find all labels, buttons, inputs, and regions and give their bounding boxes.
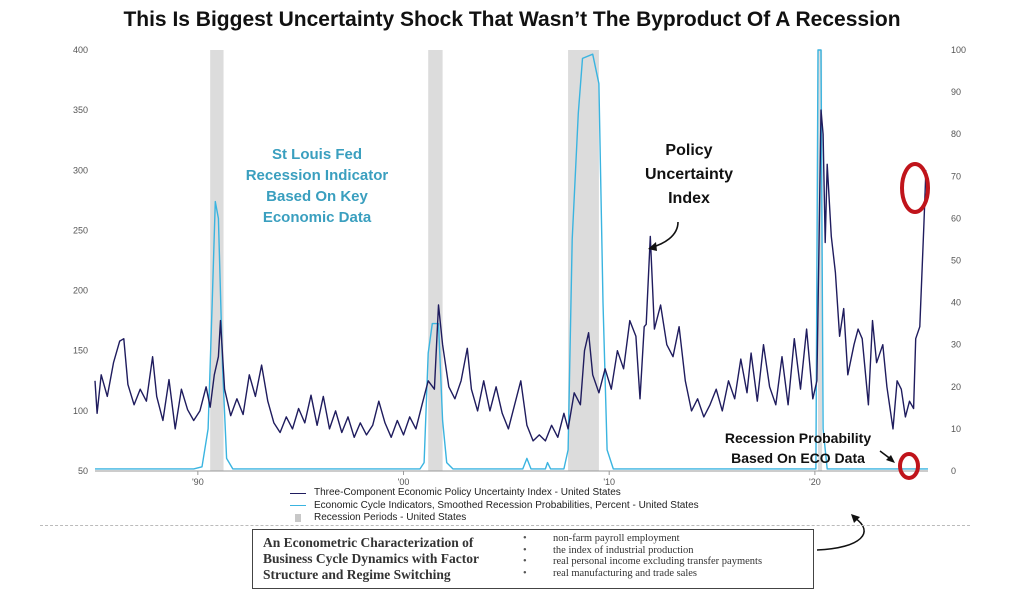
right-tick-label: 50 (951, 256, 961, 266)
recession-probability-line (95, 49, 928, 470)
paper-reference-box: An Econometric Characterization of Busin… (252, 529, 814, 589)
paper-connector-arrow (816, 517, 865, 551)
paper-indicator-list: non-farm payroll employment the index of… (523, 533, 762, 579)
recession-band-3 (568, 50, 599, 471)
recession-band-2 (428, 50, 443, 471)
x-tick-label: '00 (398, 477, 410, 487)
series-lines (94, 49, 928, 470)
x-tick-label: '20 (809, 477, 821, 487)
chart-title: This Is Biggest Uncertainty Shock That W… (123, 8, 901, 31)
right-tick-label: 40 (951, 298, 961, 308)
right-tick-label: 60 (951, 213, 961, 223)
x-tick-label: '10 (603, 477, 615, 487)
paper-connector-arrowhead (851, 514, 860, 523)
legend-item-probability: Economic Cycle Indicators, Smoothed Rece… (290, 500, 699, 513)
left-tick-label: 250 (73, 225, 88, 235)
highlight-circle-probability (898, 452, 920, 480)
policy-line-2: Uncertainty (645, 166, 733, 183)
paper-title-line-1: An Econometric Characterization of (263, 535, 474, 550)
paper-item: real manufacturing and trade sales (523, 568, 762, 580)
legend-swatch-probability (290, 505, 306, 507)
legend-label-recession: Recession Periods - United States (314, 512, 467, 523)
legend-swatch-recession (295, 514, 301, 523)
policy-annotation: Policy Uncertainty Index (645, 142, 733, 251)
left-tick-label: 400 (73, 45, 88, 55)
policy-line-3: Index (668, 190, 710, 207)
right-tick-label: 20 (951, 382, 961, 392)
recession-band-1 (210, 50, 224, 471)
policy-line-1: Policy (665, 142, 712, 159)
right-tick-label: 0 (951, 466, 956, 476)
st-louis-annotation: St Louis Fed Recession Indicator Based O… (246, 146, 389, 226)
st-louis-line-4: Economic Data (263, 209, 372, 226)
paper-item: real personal income excluding transfer … (523, 556, 762, 568)
x-axis-ticks: '90 '00 '10 '20 (192, 471, 821, 487)
legend-label-uncertainty: Three-Component Economic Policy Uncertai… (314, 487, 621, 498)
separator-line (40, 525, 970, 526)
right-tick-label: 80 (951, 129, 961, 139)
legend-item-uncertainty: Three-Component Economic Policy Uncertai… (290, 487, 699, 500)
paper-item: the index of industrial production (523, 545, 762, 557)
right-tick-label: 70 (951, 171, 961, 181)
paper-title-line-2: Business Cycle Dynamics with Factor (263, 551, 479, 566)
left-tick-label: 350 (73, 105, 88, 115)
recession-prob-annotation: Recession Probability Based On ECO Data (725, 430, 895, 466)
recession-band-4 (817, 50, 823, 471)
st-louis-line-1: St Louis Fed (272, 146, 362, 163)
left-axis-ticks: 50 100 150 200 250 300 350 400 (73, 45, 88, 476)
chart-legend: Three-Component Economic Policy Uncertai… (290, 487, 699, 525)
right-tick-label: 10 (951, 424, 961, 434)
paper-title-line-3: Structure and Regime Switching (263, 567, 451, 582)
recession-prob-line-1: Recession Probability (725, 430, 871, 446)
paper-title: An Econometric Characterization of Busin… (263, 535, 533, 583)
left-tick-label: 50 (78, 466, 88, 476)
uncertainty-index-line (94, 109, 927, 442)
right-axis-ticks: 0 10 20 30 40 50 60 70 80 90 100 (951, 45, 966, 476)
left-tick-label: 300 (73, 165, 88, 175)
st-louis-line-3: Based On Key (266, 188, 368, 205)
policy-arrowhead (648, 242, 657, 251)
recession-bands (210, 50, 823, 471)
recession-prob-line-2: Based On ECO Data (731, 450, 865, 466)
right-tick-label: 90 (951, 87, 961, 97)
legend-label-probability: Economic Cycle Indicators, Smoothed Rece… (314, 499, 699, 511)
right-tick-label: 100 (951, 45, 966, 55)
legend-swatch-uncertainty (290, 492, 306, 494)
paper-item: non-farm payroll employment (523, 533, 762, 545)
x-tick-label: '90 (192, 477, 204, 487)
left-tick-label: 200 (73, 286, 88, 296)
recession-prob-arrowhead (886, 455, 895, 463)
legend-item-recession: Recession Periods - United States (290, 512, 699, 525)
st-louis-line-2: Recession Indicator (246, 167, 389, 184)
right-tick-label: 30 (951, 340, 961, 350)
left-tick-label: 100 (73, 406, 88, 416)
highlight-circle-uncertainty (900, 162, 930, 214)
left-tick-label: 150 (73, 346, 88, 356)
